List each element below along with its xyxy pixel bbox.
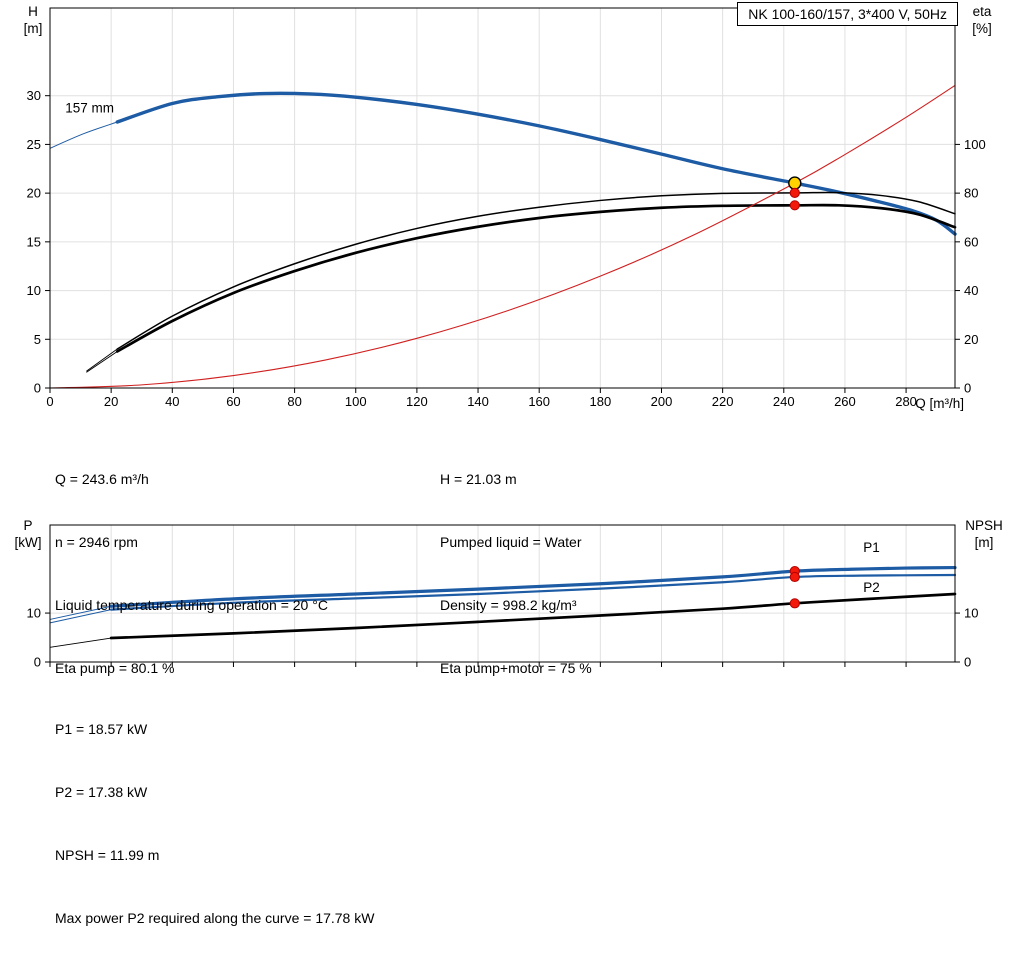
y-right-tick-label: 80: [964, 186, 978, 201]
y-right-tick-label: 10: [964, 606, 978, 621]
h-axis-title: H [m]: [16, 3, 50, 37]
curve-eta-pump-extension: [86, 348, 118, 372]
x-tick-label: 160: [528, 394, 550, 409]
npsh-axis-title-line1: NPSH: [965, 518, 1003, 533]
eta-pump-motor-marker: [789, 200, 800, 211]
duty-info-column-2: H = 21.03 m Pumped liquid = Water Densit…: [440, 427, 592, 721]
eta-pump-marker: [789, 187, 800, 198]
curve-eta-pump: [116, 191, 956, 350]
curve-npsh-extension: [49, 637, 112, 648]
curve-eta-pump-motor-extension: [86, 351, 118, 373]
x-tick-label: 120: [406, 394, 428, 409]
curve-p1-extension: [49, 605, 112, 620]
curve-annotation: P1: [863, 540, 880, 555]
y-left-tick-label: 10: [27, 606, 41, 621]
h-axis-title-line2: [m]: [23, 21, 43, 36]
p-axis-title: P [kW]: [6, 517, 50, 551]
power-info-block: P1 = 18.57 kW P2 = 17.38 kW NPSH = 11.99…: [55, 677, 374, 971]
curve-qh-extension: [49, 121, 118, 149]
p-axis-title-line2: [kW]: [14, 535, 42, 550]
info-n: n = 2946 rpm: [55, 534, 138, 550]
x-tick-label: 180: [589, 394, 611, 409]
info-liquid-temp: Liquid temperature during operation = 20…: [55, 597, 328, 613]
y-left-tick-label: 10: [27, 283, 41, 298]
x-tick-label: 200: [651, 394, 673, 409]
curve-system-curve: [49, 84, 956, 389]
y-left-tick-label: 20: [27, 186, 41, 201]
info-npsh: NPSH = 11.99 m: [55, 847, 160, 863]
curve-annotation: 157 mm: [65, 100, 114, 115]
x-tick-label: 20: [104, 394, 118, 409]
eta-axis-title-line2: [%]: [972, 21, 992, 36]
y-left-tick-label: 15: [27, 234, 41, 249]
curve-annotation: P2: [863, 580, 880, 595]
x-tick-label: 260: [834, 394, 856, 409]
x-tick-label: 0: [46, 394, 53, 409]
info-max-power: Max power P2 required along the curve = …: [55, 910, 375, 926]
x-tick-label: 40: [165, 394, 179, 409]
curve-p1: [109, 565, 957, 608]
y-left-tick-label: 0: [34, 381, 41, 396]
x-tick-label: 240: [773, 394, 795, 409]
plot-border: [49, 524, 956, 663]
x-tick-label: 100: [345, 394, 367, 409]
x-tick-label: 60: [226, 394, 240, 409]
y-right-tick-label: 40: [964, 283, 978, 298]
x-tick-label: 220: [712, 394, 734, 409]
info-h: H = 21.03 m: [440, 471, 517, 487]
info-q: Q = 243.6 m³/h: [55, 471, 149, 487]
x-tick-label: 280: [895, 394, 917, 409]
y-left-tick-label: 25: [27, 137, 41, 152]
h-axis-title-line1: H: [28, 4, 38, 19]
curve-eta-pump-motor: [115, 203, 957, 353]
y-left-tick-label: 5: [34, 332, 41, 347]
y-right-tick-label: 0: [964, 381, 971, 396]
q-axis-label: Q [m³/h]: [915, 396, 964, 411]
npsh-axis-title: NPSH [m]: [956, 517, 1012, 551]
info-density: Density = 998.2 kg/m³: [440, 597, 577, 613]
info-pumped-liquid: Pumped liquid = Water: [440, 534, 582, 550]
info-eta-pump: Eta pump = 80.1 %: [55, 660, 175, 676]
x-tick-label: 80: [287, 394, 301, 409]
duty-info-column-1: Q = 243.6 m³/h n = 2946 rpm Liquid tempe…: [55, 427, 328, 721]
y-right-tick-label: 20: [964, 332, 978, 347]
pump-title-box: NK 100-160/157, 3*400 V, 50Hz: [737, 2, 958, 26]
y-left-tick-label: 0: [34, 655, 41, 670]
info-p2: P2 = 17.38 kW: [55, 784, 148, 800]
npsh-marker: [789, 598, 800, 609]
curve-p2-extension: [49, 609, 112, 624]
eta-axis-title: eta [%]: [962, 3, 1002, 37]
p2-marker: [789, 571, 800, 583]
y-left-tick-label: 30: [27, 88, 41, 103]
power-npsh-chart: 0 10 0 10 P1 P2: [27, 524, 978, 670]
plot-border: [49, 7, 956, 389]
x-tick-label: 140: [467, 394, 489, 409]
y-right-tick-label: 0: [964, 655, 971, 670]
p-axis-title-line1: P: [23, 518, 33, 533]
curve-p2: [110, 573, 957, 611]
curve-npsh: [109, 592, 957, 640]
qh-eta-chart: 0 20 40 60 80 100 120 140 160 180 200 220 240 260 2800…: [27, 7, 986, 409]
npsh-axis-title-line2: [m]: [974, 535, 994, 550]
y-right-tick-label: 100: [964, 137, 986, 152]
info-eta-pump-motor: Eta pump+motor = 75 %: [440, 660, 592, 676]
y-right-tick-label: 60: [964, 234, 978, 249]
curve-qh-157mm: [115, 91, 957, 236]
eta-axis-title-line1: eta: [972, 4, 992, 19]
info-p1: P1 = 18.57 kW: [55, 721, 148, 737]
